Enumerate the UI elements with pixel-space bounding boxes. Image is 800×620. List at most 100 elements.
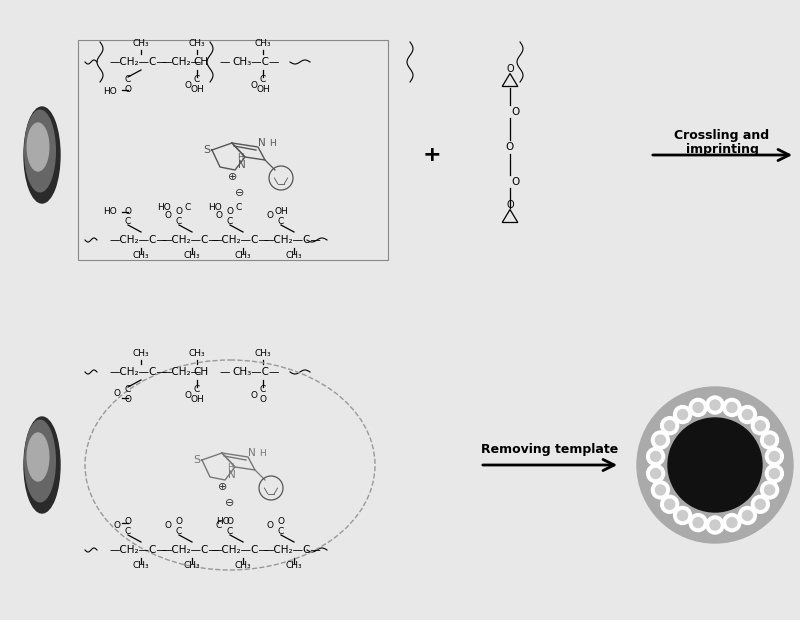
Text: SiO: SiO — [31, 460, 53, 470]
Text: O: O — [226, 518, 234, 526]
Text: O: O — [185, 391, 191, 399]
Text: —: — — [220, 57, 230, 67]
Text: O: O — [165, 211, 171, 221]
Ellipse shape — [27, 123, 49, 171]
Text: CH₃: CH₃ — [184, 562, 200, 570]
Text: C: C — [260, 386, 266, 394]
Circle shape — [742, 510, 753, 520]
Text: C: C — [176, 218, 182, 226]
Circle shape — [706, 516, 724, 534]
Circle shape — [710, 400, 720, 410]
Ellipse shape — [25, 420, 55, 502]
Circle shape — [665, 499, 674, 509]
Circle shape — [678, 410, 687, 420]
Text: OH: OH — [190, 396, 204, 404]
Text: CH₃: CH₃ — [254, 350, 271, 358]
Ellipse shape — [24, 107, 60, 203]
Circle shape — [710, 520, 720, 530]
Text: H: H — [227, 463, 233, 471]
Text: O: O — [250, 81, 258, 89]
Circle shape — [770, 469, 779, 479]
Text: —CH₂—C—: —CH₂—C— — [263, 545, 321, 555]
Text: CH₃—C—: CH₃—C— — [232, 57, 279, 67]
Text: H: H — [258, 448, 266, 458]
Text: C: C — [125, 528, 131, 536]
Text: —CH₂—C—: —CH₂—C— — [110, 235, 168, 245]
Text: O: O — [125, 208, 131, 216]
Text: CH₃: CH₃ — [234, 562, 251, 570]
Text: C: C — [227, 218, 233, 226]
Text: SiO: SiO — [31, 150, 53, 160]
Text: OH: OH — [190, 86, 204, 94]
Text: O: O — [226, 208, 234, 216]
Text: N: N — [238, 160, 246, 170]
Text: O: O — [114, 521, 121, 531]
Text: O: O — [259, 396, 266, 404]
Text: O: O — [114, 389, 121, 399]
Text: N: N — [228, 470, 236, 480]
Circle shape — [738, 405, 757, 423]
Text: O: O — [215, 211, 222, 221]
Circle shape — [678, 510, 687, 520]
Text: O: O — [125, 396, 131, 404]
Text: C: C — [216, 521, 222, 531]
Circle shape — [693, 402, 703, 412]
Text: —CH₂—: —CH₂— — [161, 57, 201, 67]
Text: CH: CH — [193, 57, 208, 67]
Circle shape — [637, 387, 793, 543]
Circle shape — [765, 485, 774, 495]
Text: HO: HO — [158, 203, 171, 213]
Text: C: C — [236, 203, 242, 213]
Text: O: O — [125, 86, 131, 94]
Text: O: O — [512, 107, 520, 117]
Circle shape — [770, 451, 779, 461]
Text: S: S — [203, 145, 210, 155]
Text: O: O — [250, 391, 258, 399]
Text: O: O — [125, 518, 131, 526]
Text: C: C — [278, 528, 284, 536]
Text: O: O — [266, 211, 274, 221]
Circle shape — [761, 431, 778, 449]
Circle shape — [755, 421, 766, 431]
Text: —: — — [220, 367, 230, 377]
Text: —CH₂—C—: —CH₂—C— — [212, 235, 270, 245]
Circle shape — [693, 518, 703, 528]
Circle shape — [723, 513, 741, 531]
Text: HO: HO — [103, 87, 117, 97]
Circle shape — [668, 418, 762, 512]
Text: C: C — [125, 386, 131, 394]
Circle shape — [655, 435, 666, 445]
Circle shape — [742, 410, 753, 420]
Circle shape — [766, 448, 783, 466]
Text: C: C — [176, 528, 182, 536]
Text: O: O — [175, 208, 182, 216]
Text: C: C — [194, 386, 200, 394]
Text: O: O — [165, 521, 171, 531]
Text: S: S — [194, 455, 201, 465]
Text: —CH₂—C—: —CH₂—C— — [161, 545, 218, 555]
Text: CH: CH — [193, 367, 208, 377]
Text: +: + — [422, 145, 442, 165]
Text: —CH₂—C—: —CH₂—C— — [161, 235, 218, 245]
Text: Removing template: Removing template — [482, 443, 618, 456]
Circle shape — [661, 495, 678, 513]
Text: —CH₂—C—: —CH₂—C— — [110, 545, 168, 555]
Text: CH₃: CH₃ — [184, 252, 200, 260]
Text: O: O — [185, 81, 191, 89]
Ellipse shape — [25, 110, 55, 192]
Circle shape — [650, 469, 661, 479]
Circle shape — [651, 431, 670, 449]
Text: CH₃: CH₃ — [133, 252, 150, 260]
Circle shape — [761, 481, 778, 499]
Circle shape — [706, 396, 724, 414]
Circle shape — [689, 399, 707, 417]
Text: O: O — [506, 64, 514, 74]
Text: O: O — [175, 518, 182, 526]
Text: CH₃: CH₃ — [234, 252, 251, 260]
Text: N: N — [248, 448, 256, 458]
Text: C: C — [278, 218, 284, 226]
Text: ⊖: ⊖ — [235, 188, 245, 198]
Text: CH₃: CH₃ — [286, 562, 302, 570]
Text: H: H — [237, 153, 243, 161]
Text: CH₃: CH₃ — [189, 350, 206, 358]
